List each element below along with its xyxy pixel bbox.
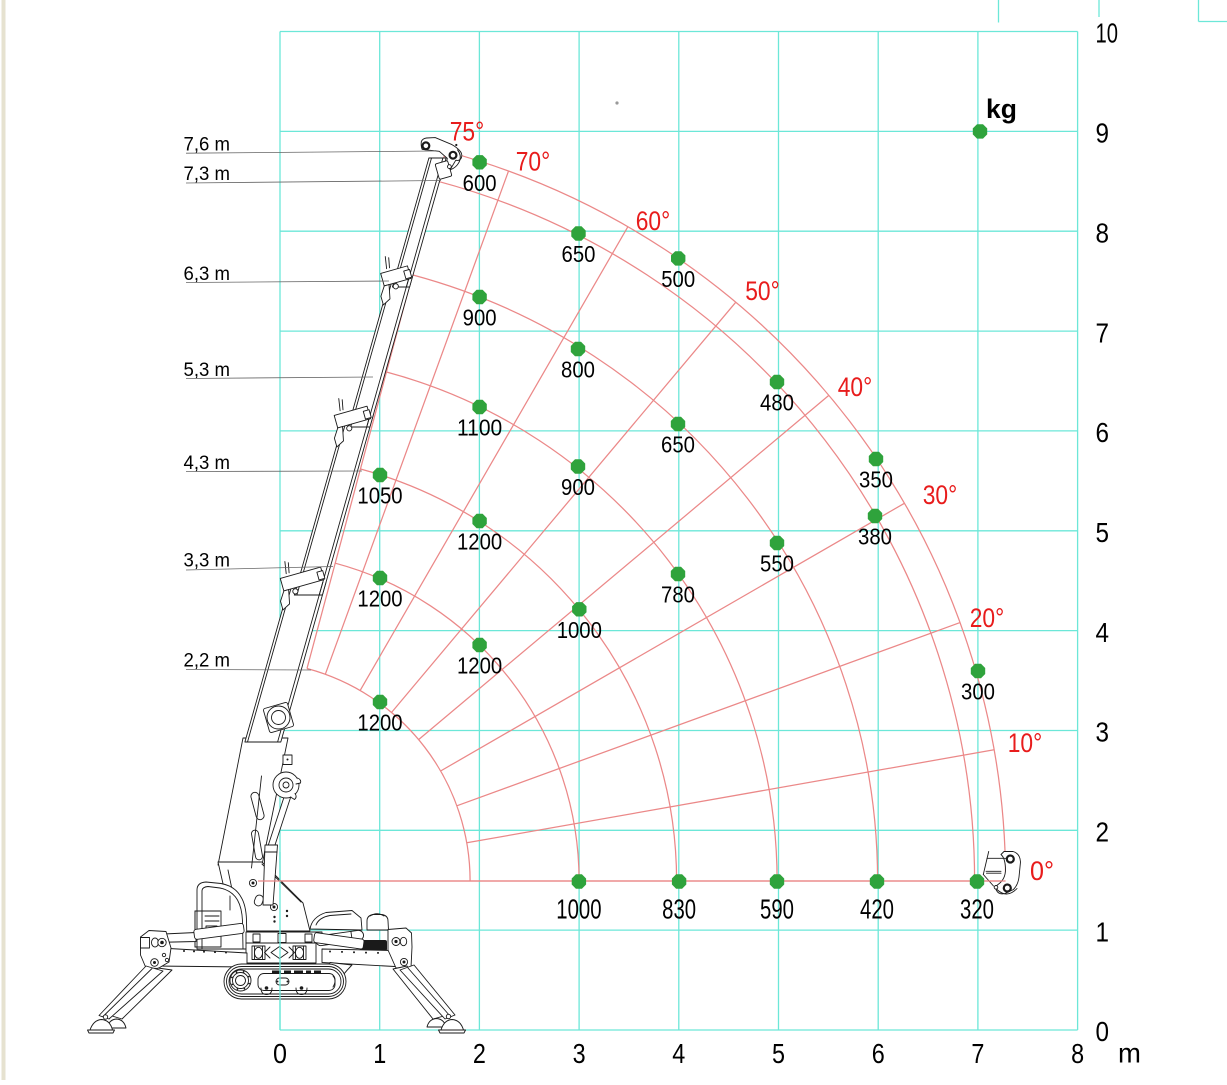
- svg-text:900: 900: [561, 474, 595, 500]
- svg-text:300: 300: [961, 679, 995, 705]
- svg-text:7,6 m: 7,6 m: [184, 134, 231, 156]
- svg-text:320: 320: [960, 893, 994, 924]
- svg-text:30°: 30°: [923, 480, 958, 510]
- svg-text:500: 500: [661, 266, 695, 292]
- svg-text:0: 0: [1096, 1016, 1110, 1047]
- svg-text:830: 830: [662, 893, 696, 924]
- svg-text:10: 10: [1096, 18, 1119, 49]
- svg-text:2: 2: [1096, 817, 1110, 848]
- svg-text:m: m: [1118, 1038, 1141, 1069]
- svg-text:6,3 m: 6,3 m: [184, 263, 231, 285]
- svg-text:1200: 1200: [457, 653, 502, 679]
- svg-text:650: 650: [661, 432, 695, 458]
- svg-text:4,3 m: 4,3 m: [184, 452, 231, 474]
- svg-text:1100: 1100: [457, 415, 502, 441]
- svg-text:480: 480: [760, 390, 794, 416]
- svg-text:1000: 1000: [557, 617, 602, 643]
- svg-text:900: 900: [463, 305, 497, 331]
- svg-text:800: 800: [561, 357, 595, 383]
- svg-text:7,3 m: 7,3 m: [184, 163, 231, 185]
- svg-text:60°: 60°: [636, 206, 671, 236]
- svg-text:650: 650: [562, 241, 596, 267]
- svg-text:40°: 40°: [838, 372, 873, 402]
- svg-text:9: 9: [1096, 118, 1110, 149]
- svg-text:600: 600: [463, 170, 497, 196]
- svg-text:6: 6: [872, 1038, 885, 1069]
- svg-text:5: 5: [1096, 517, 1110, 548]
- svg-text:70°: 70°: [516, 147, 551, 177]
- svg-text:4: 4: [672, 1038, 685, 1069]
- svg-text:1: 1: [373, 1038, 386, 1069]
- svg-text:1: 1: [1096, 916, 1110, 947]
- svg-text:5: 5: [772, 1038, 785, 1069]
- svg-text:kg: kg: [986, 94, 1017, 124]
- svg-text:1200: 1200: [357, 586, 402, 612]
- svg-text:420: 420: [860, 893, 894, 924]
- svg-text:780: 780: [661, 582, 695, 608]
- svg-text:7: 7: [971, 1038, 984, 1069]
- svg-text:2: 2: [473, 1038, 486, 1069]
- svg-text:380: 380: [858, 524, 892, 550]
- svg-text:0°: 0°: [1030, 856, 1054, 886]
- svg-text:3: 3: [573, 1038, 586, 1069]
- svg-text:550: 550: [760, 551, 794, 577]
- svg-text:3: 3: [1096, 717, 1110, 748]
- svg-text:8: 8: [1096, 217, 1110, 248]
- svg-text:75°: 75°: [450, 116, 485, 146]
- svg-text:1200: 1200: [457, 529, 502, 555]
- svg-text:20°: 20°: [970, 603, 1005, 633]
- svg-text:50°: 50°: [745, 276, 780, 306]
- svg-text:0: 0: [273, 1038, 287, 1069]
- svg-text:10°: 10°: [1008, 728, 1043, 758]
- svg-text:350: 350: [859, 467, 893, 493]
- svg-text:7: 7: [1096, 317, 1110, 348]
- svg-text:6: 6: [1096, 417, 1110, 448]
- svg-text:2,2 m: 2,2 m: [184, 650, 231, 672]
- svg-text:4: 4: [1096, 617, 1110, 648]
- svg-text:1000: 1000: [556, 893, 601, 924]
- svg-text:590: 590: [760, 893, 794, 924]
- svg-text:3,3 m: 3,3 m: [184, 550, 231, 572]
- svg-text:5,3 m: 5,3 m: [184, 359, 231, 381]
- svg-text:8: 8: [1071, 1038, 1084, 1069]
- svg-text:1050: 1050: [357, 483, 402, 509]
- svg-text:1200: 1200: [357, 710, 402, 736]
